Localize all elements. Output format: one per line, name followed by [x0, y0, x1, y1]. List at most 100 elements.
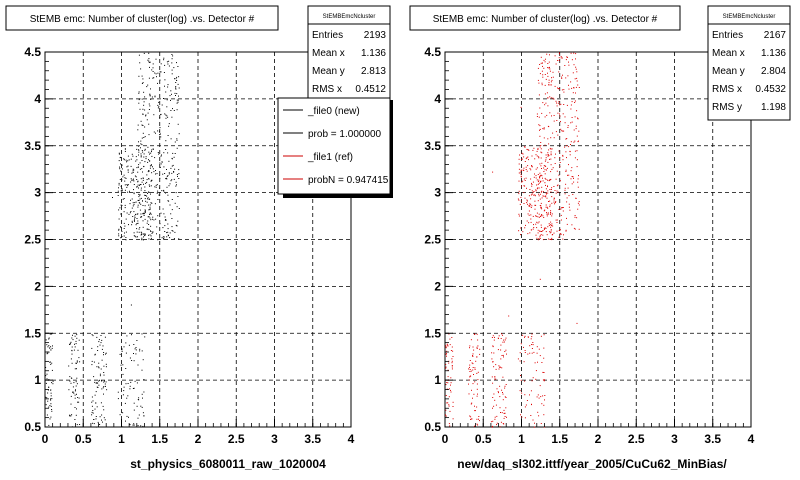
scatter-point	[531, 182, 532, 184]
scatter-point	[151, 69, 153, 71]
right-x-axis-label: new/daq_sl302.ittf/year_2005/CuCu62_MinB…	[457, 457, 727, 471]
scatter-point	[128, 344, 130, 346]
scatter-point	[178, 133, 180, 135]
scatter-point	[543, 59, 545, 61]
scatter-point	[530, 203, 532, 205]
scatter-point	[133, 219, 135, 221]
left-x-tick-label: 3.5	[304, 432, 321, 446]
scatter-point	[520, 106, 522, 108]
scatter-point	[121, 348, 123, 350]
scatter-point	[539, 216, 541, 217]
scatter-point	[144, 211, 146, 213]
scatter-point	[530, 229, 532, 231]
scatter-point	[126, 415, 128, 417]
scatter-point	[549, 54, 550, 56]
scatter-point	[558, 88, 560, 89]
scatter-point	[492, 335, 494, 337]
scatter-point	[518, 215, 520, 217]
scatter-point	[129, 388, 131, 390]
scatter-point	[151, 172, 153, 174]
scatter-point	[132, 172, 134, 173]
scatter-point	[574, 116, 576, 118]
scatter-point	[560, 103, 562, 105]
scatter-point	[118, 218, 120, 220]
scatter-point	[575, 197, 577, 199]
scatter-point	[529, 232, 531, 234]
scatter-point	[576, 80, 578, 82]
scatter-point	[77, 401, 79, 403]
scatter-point	[120, 170, 122, 172]
scatter-point	[97, 346, 99, 348]
stats-row-value: 2193	[364, 30, 387, 41]
scatter-point	[165, 91, 167, 93]
scatter-point	[494, 336, 495, 338]
scatter-point	[452, 356, 454, 357]
scatter-point	[544, 61, 546, 63]
scatter-point	[493, 339, 495, 341]
scatter-point	[178, 208, 180, 209]
scatter-point	[544, 399, 545, 401]
scatter-point	[547, 212, 549, 214]
scatter-point	[535, 215, 537, 217]
scatter-point	[563, 104, 565, 105]
scatter-point	[118, 233, 120, 235]
scatter-point	[131, 224, 133, 226]
scatter-point	[575, 68, 577, 70]
scatter-point	[545, 154, 547, 156]
scatter-point	[553, 186, 555, 187]
scatter-point	[172, 164, 174, 166]
scatter-point	[541, 112, 543, 114]
scatter-point	[548, 149, 550, 151]
scatter-point	[508, 315, 510, 317]
scatter-point	[150, 98, 152, 100]
scatter-point	[152, 216, 154, 218]
scatter-point	[137, 124, 139, 126]
scatter-point	[139, 168, 141, 170]
scatter-point	[542, 65, 543, 67]
scatter-point	[539, 176, 541, 177]
scatter-point	[550, 221, 552, 223]
scatter-point	[124, 204, 126, 206]
scatter-point	[531, 348, 533, 349]
scatter-point	[549, 179, 551, 181]
scatter-point	[556, 170, 558, 172]
scatter-point	[140, 425, 142, 427]
scatter-point	[552, 132, 554, 134]
scatter-point	[549, 238, 551, 240]
scatter-point	[138, 145, 140, 147]
scatter-point	[530, 218, 532, 220]
scatter-point	[167, 200, 169, 202]
scatter-point	[50, 405, 52, 407]
scatter-point	[544, 395, 546, 396]
scatter-point	[128, 159, 130, 161]
scatter-point	[576, 217, 578, 219]
scatter-point	[551, 187, 553, 189]
scatter-point	[103, 409, 105, 411]
scatter-point	[141, 75, 143, 77]
scatter-point	[545, 165, 547, 167]
scatter-point	[560, 233, 562, 235]
scatter-point	[541, 82, 543, 84]
scatter-point	[101, 419, 102, 421]
scatter-point	[142, 213, 144, 215]
scatter-point	[142, 359, 144, 361]
scatter-point	[128, 213, 130, 215]
scatter-point	[565, 151, 567, 153]
scatter-point	[537, 174, 539, 175]
scatter-point	[149, 105, 151, 107]
scatter-point	[541, 62, 543, 64]
scatter-point	[133, 211, 135, 213]
scatter-point	[147, 216, 149, 218]
scatter-point	[548, 238, 550, 240]
scatter-point	[574, 100, 576, 102]
scatter-point	[533, 224, 534, 226]
scatter-point	[531, 403, 532, 405]
scatter-point	[556, 222, 558, 223]
scatter-point	[148, 178, 150, 180]
scatter-point	[549, 232, 551, 234]
scatter-point	[120, 364, 122, 366]
scatter-point	[536, 352, 538, 354]
scatter-point	[491, 376, 493, 378]
scatter-point	[541, 190, 543, 192]
scatter-point	[540, 145, 542, 146]
